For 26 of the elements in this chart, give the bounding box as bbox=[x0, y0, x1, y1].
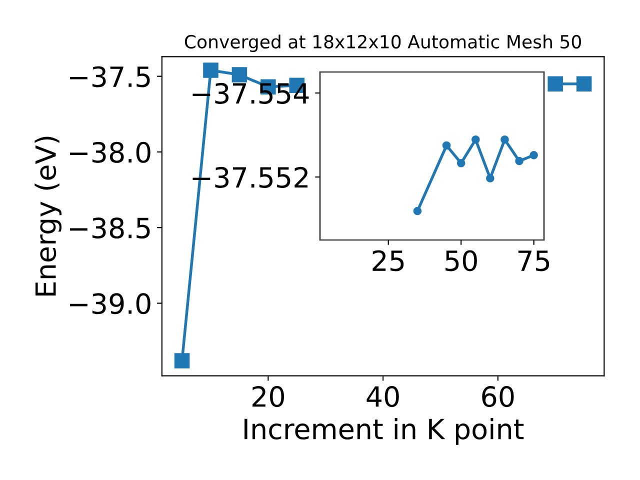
y-tick-label: −38.5 bbox=[70, 218, 150, 239]
x-tick-label: 40 bbox=[366, 386, 399, 408]
x-tick-label: 60 bbox=[482, 386, 514, 408]
point bbox=[413, 206, 422, 216]
point bbox=[530, 150, 538, 160]
point bbox=[486, 174, 494, 182]
point bbox=[576, 76, 592, 92]
y-tick-label: −38.0 bbox=[70, 142, 150, 163]
point bbox=[548, 76, 563, 92]
y-tick-label: −39.0 bbox=[70, 293, 150, 314]
y-tick-label: −37.5 bbox=[70, 66, 150, 88]
point bbox=[442, 141, 451, 150]
y-axis-title: Energy (eV) bbox=[34, 136, 62, 296]
chart-title: Converged at 18x12x10 Automatic Mesh 50 bbox=[184, 34, 581, 52]
point bbox=[174, 353, 190, 368]
point bbox=[515, 156, 524, 166]
x-axis-title: Increment in K point bbox=[244, 418, 524, 445]
x-tick-label: 25 bbox=[372, 250, 404, 272]
x-tick-label: 50 bbox=[446, 250, 477, 272]
point bbox=[456, 158, 466, 168]
point bbox=[500, 135, 509, 144]
point bbox=[232, 67, 248, 82]
point bbox=[203, 62, 218, 78]
point bbox=[471, 135, 480, 144]
x-tick-label: 20 bbox=[252, 386, 284, 408]
x-tick-label: 75 bbox=[518, 250, 550, 272]
